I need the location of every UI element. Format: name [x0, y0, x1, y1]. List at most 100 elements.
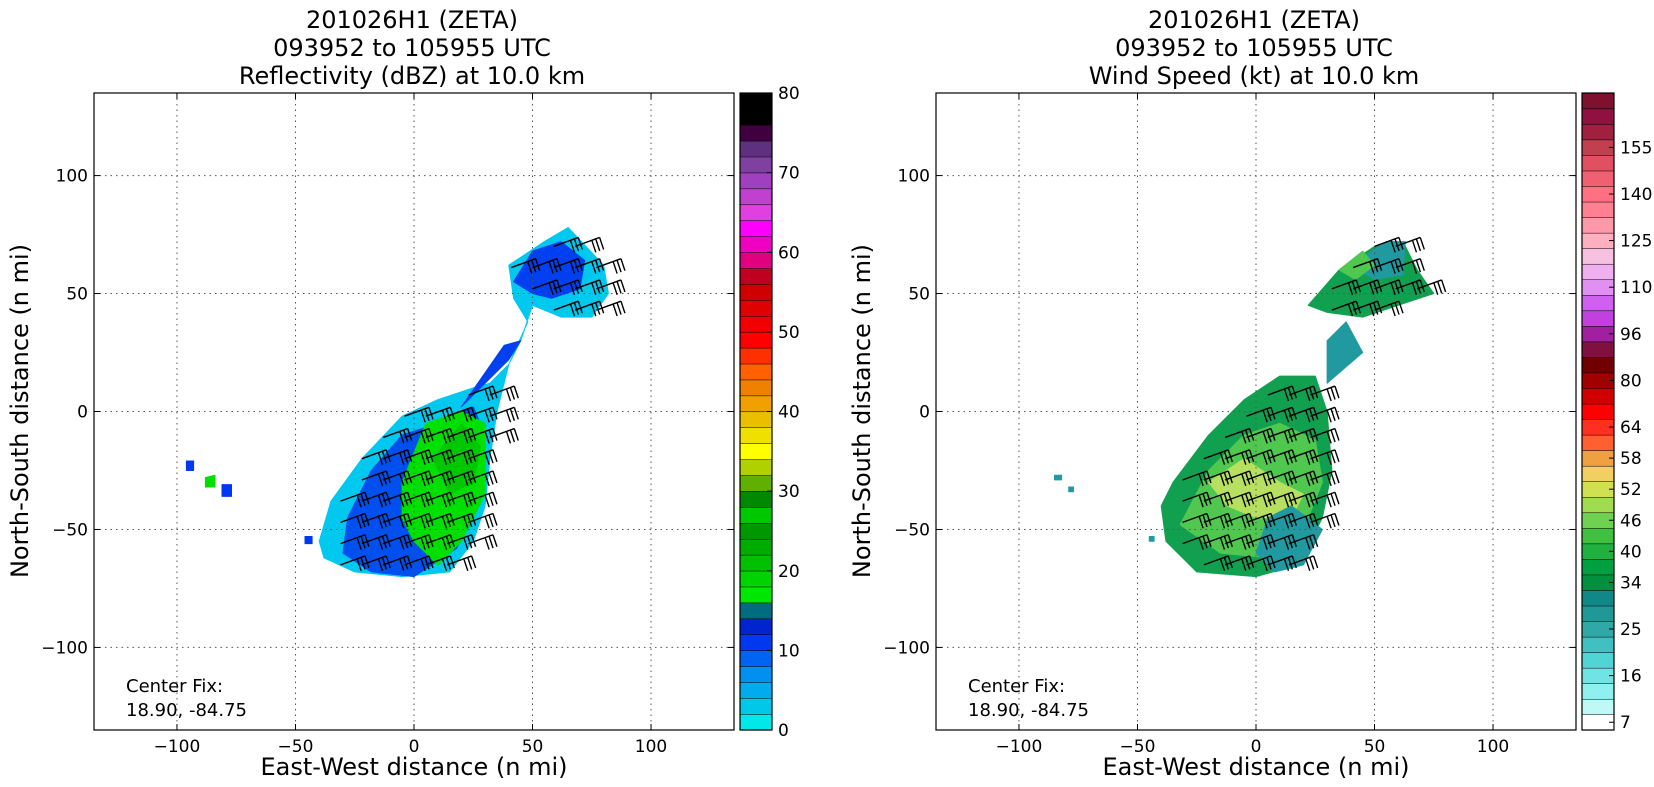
wind-barb	[1267, 385, 1297, 402]
colorbar-swatch	[739, 92, 773, 110]
colorbar-swatch	[739, 395, 773, 413]
colorbar-swatch	[1581, 683, 1615, 700]
colorbar-swatch	[739, 490, 773, 508]
title-line-2: 093952 to 105955 UTC	[273, 34, 551, 62]
x-tick-label: 0	[1251, 737, 1262, 757]
colorbar-swatch	[739, 347, 773, 365]
colorbar-tick-label: 40	[1620, 542, 1642, 562]
center-fix-value: 18.90, -84.75	[968, 700, 1089, 721]
wind-barb	[361, 491, 391, 508]
wind-barb	[574, 236, 605, 253]
wind-barb	[1203, 470, 1233, 487]
wind-barb	[574, 258, 605, 274]
wind-barb	[340, 555, 370, 572]
wind-barb	[1267, 555, 1297, 572]
y-tick-label: −50	[894, 520, 930, 540]
wind-barb	[1310, 427, 1340, 444]
wind-barb	[1288, 512, 1319, 529]
wind-barb	[361, 512, 391, 529]
y-tick-label: −100	[41, 638, 88, 658]
y-axis-label: North-South distance (n mi)	[848, 244, 876, 578]
wind-barb	[1288, 449, 1319, 465]
wind-barb	[404, 555, 434, 572]
wind-barb	[1224, 491, 1255, 508]
colorbar-tick-label: 34	[1620, 573, 1642, 593]
wind-barb	[574, 279, 605, 295]
wind-barb	[1288, 470, 1319, 487]
wind-barb	[1182, 491, 1212, 508]
colorbar-tick-label: 125	[1620, 232, 1652, 252]
wind-barb	[382, 534, 413, 550]
wind-barb	[1267, 470, 1297, 487]
colorbar-swatch	[1581, 636, 1615, 653]
x-tick-label: −50	[1120, 737, 1156, 757]
wind-barb	[1267, 534, 1297, 550]
wind-barb	[425, 555, 455, 572]
x-tick-label: −50	[278, 737, 314, 757]
y-tick-label: −50	[52, 520, 88, 540]
colorbar-swatch	[739, 363, 773, 381]
wind-barb	[425, 534, 455, 550]
colorbar-tick-label: 30	[778, 482, 800, 502]
colorbar-swatch	[739, 681, 773, 699]
wind-barb	[1182, 534, 1212, 550]
colorbar-swatch	[739, 188, 773, 206]
wind-barb	[489, 406, 519, 423]
wind-barb	[468, 449, 498, 465]
colorbar-tick-label: 0	[778, 721, 789, 741]
colorbar-tick-label: 7	[1620, 713, 1631, 733]
wind-barb	[1203, 449, 1233, 465]
colorbar-swatch	[739, 204, 773, 221]
echo-region-moderate	[460, 340, 522, 408]
colorbar-swatch	[1581, 434, 1615, 451]
wind-barb	[1352, 258, 1383, 274]
wind-barb	[1246, 534, 1276, 550]
wind-region-weak	[1148, 536, 1155, 542]
wind-barb	[553, 279, 583, 295]
wind-barb	[532, 258, 562, 274]
colorbar-tick-label: 140	[1620, 185, 1652, 205]
colorbar-swatch	[739, 443, 773, 460]
colorbar-swatch	[739, 108, 773, 126]
wind-barb	[574, 300, 605, 317]
colorbar-swatch	[1581, 465, 1615, 482]
wind-barb	[553, 300, 583, 317]
wind-barb	[1288, 534, 1319, 550]
wind-barb	[489, 385, 519, 402]
colorbar-swatch	[1581, 123, 1615, 141]
wind-barb	[1182, 512, 1212, 529]
colorbar-swatch	[739, 124, 773, 142]
wind-barb	[532, 279, 562, 295]
wind-barb	[1395, 279, 1425, 295]
wind-barb	[1374, 258, 1404, 274]
wind-barb	[1267, 427, 1297, 444]
wind-barb	[1203, 491, 1233, 508]
wind-barb	[1331, 300, 1361, 317]
center-fix-value: 18.90, -84.75	[126, 700, 247, 721]
wind-barb	[1310, 385, 1340, 402]
colorbar-swatch	[739, 697, 773, 715]
wind-barb	[1224, 534, 1255, 550]
wind-barb	[468, 427, 498, 444]
colorbar-tick-label: 60	[778, 243, 800, 263]
wind-region-weak	[1068, 486, 1074, 493]
wind-barb	[1374, 236, 1404, 253]
colorbar-swatch	[1581, 589, 1615, 607]
wind-barb	[1224, 555, 1255, 572]
wind-barb	[425, 449, 455, 465]
colorbar-swatch	[1581, 310, 1615, 327]
colorbar-swatch	[1581, 387, 1615, 405]
colorbar-swatch	[739, 299, 773, 317]
wind-barb	[404, 449, 434, 465]
x-tick-label: 100	[635, 737, 667, 757]
wind-barb	[446, 534, 477, 550]
x-axis-label: East-West distance (n mi)	[1102, 753, 1409, 781]
x-tick-label: 0	[409, 737, 420, 757]
x-tick-label: −100	[996, 737, 1043, 757]
wind-barb	[446, 512, 477, 529]
colorbar-swatch	[739, 172, 773, 190]
colorbar-swatch	[739, 140, 773, 158]
colorbar-tick-label: 40	[778, 403, 800, 423]
wind-barb	[1416, 279, 1447, 295]
reflectivity-colorbar: 0 10 20 30 40 50 60 70 80	[739, 84, 800, 741]
